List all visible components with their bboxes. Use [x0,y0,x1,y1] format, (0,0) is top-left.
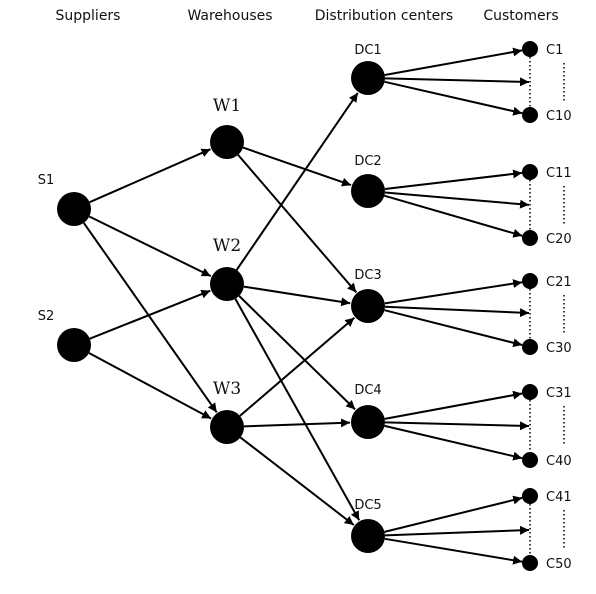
edge-dc4-to-c40 [384,424,523,461]
edge-s2-to-w2 [89,289,211,340]
customer-label-c21: C21 [546,275,572,290]
customer-node-c40 [522,452,538,468]
supplier-node-s2 [57,328,91,362]
customer-node-c1 [522,41,538,57]
customer-node-c50 [522,555,538,571]
edge-dc5-to-customer-range [384,525,530,537]
edge-w3-to-dc3 [239,316,355,417]
edge-dc2-to-c20 [384,194,523,238]
warehouse-node-w1 [210,125,244,159]
customer-node-c20 [522,230,538,246]
dc-node-dc1 [351,61,385,95]
edge-s1-to-w3 [82,222,218,413]
customer-node-c10 [522,107,538,123]
dc-node-dc2 [351,174,385,208]
edge-dc1-to-c10 [384,80,523,116]
customer-label-c11: C11 [546,166,572,181]
edge-w2-to-dc5 [234,298,361,521]
warehouse-label-w2: W2 [213,236,241,256]
edge-w2-to-dc4 [238,295,356,411]
edge-w2-to-dc1 [235,92,359,271]
header-customers: Customers [483,8,558,24]
dc-node-dc5 [351,519,385,553]
edge-w2-to-dc3 [243,285,351,307]
dc-node-dc4 [351,405,385,439]
customer-label-c41: C41 [546,490,572,505]
customer-node-c21 [522,273,538,289]
edge-dc3-to-c30 [384,309,523,348]
customer-node-c11 [522,164,538,180]
edge-dc3-to-c21 [384,279,523,305]
supplier-label-s1: S1 [38,173,55,188]
warehouse-label-w3: W3 [213,379,241,399]
dc-label-dc4: DC4 [354,383,381,398]
edge-w1-to-dc2 [242,146,352,187]
warehouse-node-w3 [210,410,244,444]
edge-dc4-to-customer-range [384,421,530,431]
customer-node-c41 [522,488,538,504]
customer-label-c31: C31 [546,386,572,401]
edge-dc3-to-customer-range [384,305,530,318]
supplier-node-s1 [57,192,91,226]
dc-node-dc3 [351,289,385,323]
dc-label-dc2: DC2 [354,154,381,169]
edge-s1-to-w2 [88,215,212,277]
edge-dc1-to-customer-range [384,77,530,87]
warehouse-label-w1: W1 [213,96,241,116]
customer-label-c50: C50 [546,557,572,572]
customer-label-c20: C20 [546,232,572,247]
edge-dc5-to-c50 [384,537,523,565]
edges-layer [82,92,361,526]
nodes-layer [57,41,538,571]
edge-dc2-to-customer-range [384,191,530,209]
customer-node-c30 [522,339,538,355]
customer-edges-layer [384,47,565,565]
customer-label-c30: C30 [546,341,572,356]
labels-layer: C1 C10 C11 C20 C21 C30 C31 C40 C41 C50 S1 S2 W1 W2 W3 D… [38,43,572,572]
edge-dc4-to-c31 [384,390,523,420]
edge-w3-to-dc4 [243,418,351,428]
customer-node-c31 [522,384,538,400]
warehouse-node-w2 [210,267,244,301]
supplier-label-s2: S2 [38,309,55,324]
customer-label-c40: C40 [546,454,572,469]
edge-dc1-to-c1 [384,47,523,76]
edge-s1-to-w1 [89,148,211,204]
header-suppliers: Suppliers [56,8,121,24]
header-warehouses: Warehouses [187,8,272,24]
edge-dc5-to-c41 [384,495,523,533]
dc-label-dc1: DC1 [354,43,381,58]
dc-label-dc5: DC5 [354,498,381,513]
edge-s2-to-w3 [88,352,212,420]
header-distribution-centers: Distribution centers [315,8,453,24]
edge-w1-to-dc3 [237,154,358,294]
customer-label-c1: C1 [546,43,563,58]
customer-label-c10: C10 [546,109,572,124]
dc-label-dc3: DC3 [354,268,381,283]
edge-dc2-to-c11 [384,169,523,190]
edge-w3-to-dc5 [239,436,355,526]
